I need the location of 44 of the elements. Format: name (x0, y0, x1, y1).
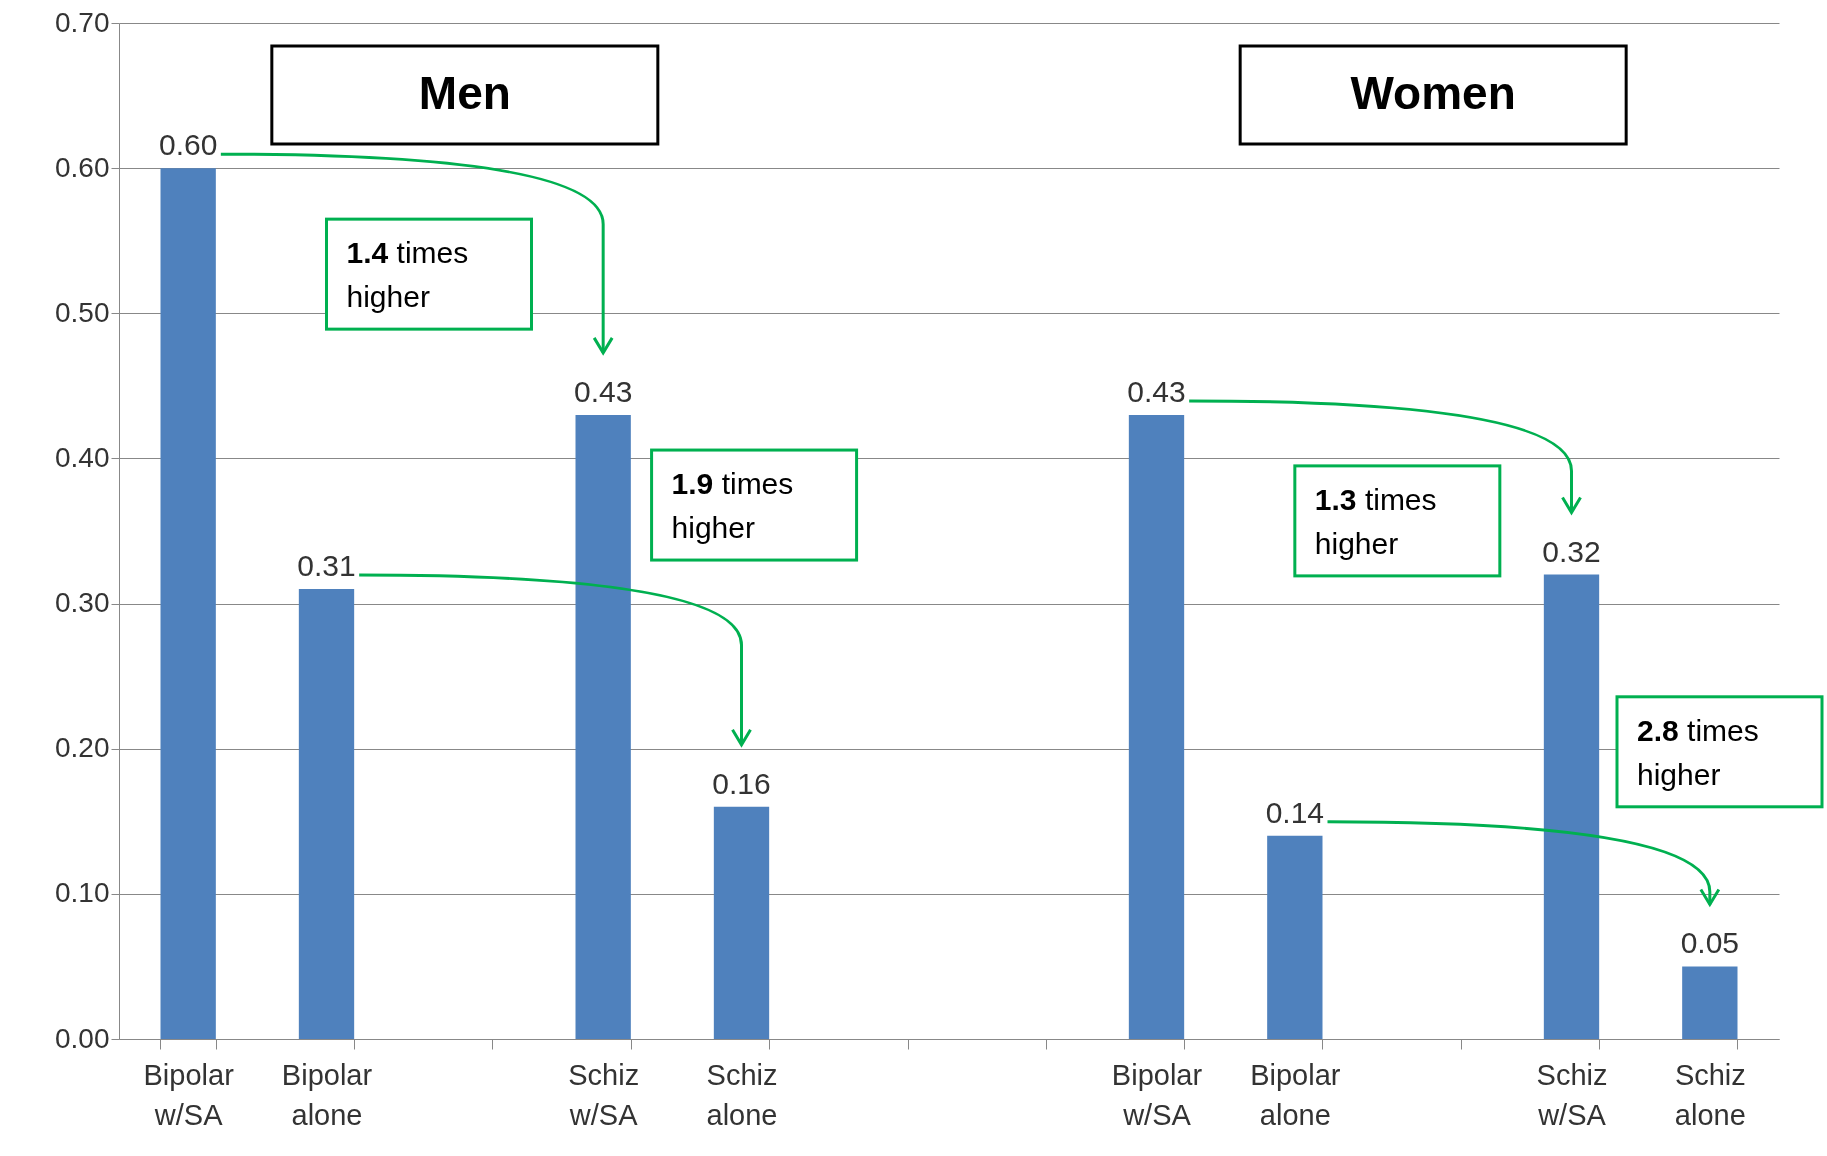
bar (1267, 835, 1323, 1039)
callout-box: 1.9 times higher (650, 448, 859, 562)
data-label: 0.60 (158, 128, 218, 162)
annotation: 2.8 times higher (1637, 713, 1759, 791)
x-tick-label: Schiz w/SA (1536, 1058, 1608, 1131)
bar (1682, 966, 1738, 1039)
x-tick-label: Schiz alone (706, 1058, 778, 1131)
data-label: 0.43 (573, 374, 633, 408)
bar (160, 168, 216, 1039)
y-tick-label: 0.20 (55, 732, 110, 764)
y-tick-label: 0.70 (55, 6, 110, 38)
data-label: 0.05 (1680, 926, 1740, 960)
y-tick-label: 0.00 (55, 1022, 110, 1054)
bar (575, 414, 631, 1039)
y-tick-label: 0.50 (55, 296, 110, 328)
annotation: 1.9 times higher (671, 467, 794, 545)
x-tick-label: Bipolar w/SA (143, 1058, 235, 1131)
annotation: 1.3 times higher (1314, 482, 1437, 560)
bar (713, 806, 770, 1039)
y-tick-label: 0.60 (55, 151, 110, 183)
data-label: 0.16 (712, 766, 771, 800)
annotation: Women (1350, 67, 1516, 119)
data-label: 0.32 (1542, 534, 1601, 568)
bar (298, 589, 355, 1039)
data-label: 0.31 (297, 549, 356, 583)
callout-box: 1.4 times higher (325, 217, 533, 331)
y-tick-label: 0.30 (55, 587, 110, 619)
x-tick-label: Schiz alone (1674, 1058, 1746, 1131)
annotation: 1.4 times higher (346, 236, 469, 314)
callout-box: 1.3 times higher (1293, 464, 1502, 578)
bar (1543, 574, 1600, 1039)
data-label: 0.43 (1127, 374, 1186, 408)
label-box: Women (1238, 44, 1628, 146)
x-tick-label: Bipolar w/SA (1111, 1058, 1203, 1131)
y-tick-label: 0.40 (55, 441, 110, 473)
x-tick-label: Bipolar alone (1250, 1058, 1341, 1131)
label-box: Men (270, 44, 660, 146)
bar (1128, 414, 1185, 1039)
callout-box: 2.8 times higher (1615, 695, 1824, 809)
x-tick-label: Bipolar alone (281, 1058, 373, 1131)
x-tick-label: Schiz w/SA (568, 1058, 640, 1131)
y-tick-label: 0.10 (55, 877, 110, 909)
annotation: Men (418, 67, 511, 119)
data-label: 0.14 (1265, 795, 1325, 829)
